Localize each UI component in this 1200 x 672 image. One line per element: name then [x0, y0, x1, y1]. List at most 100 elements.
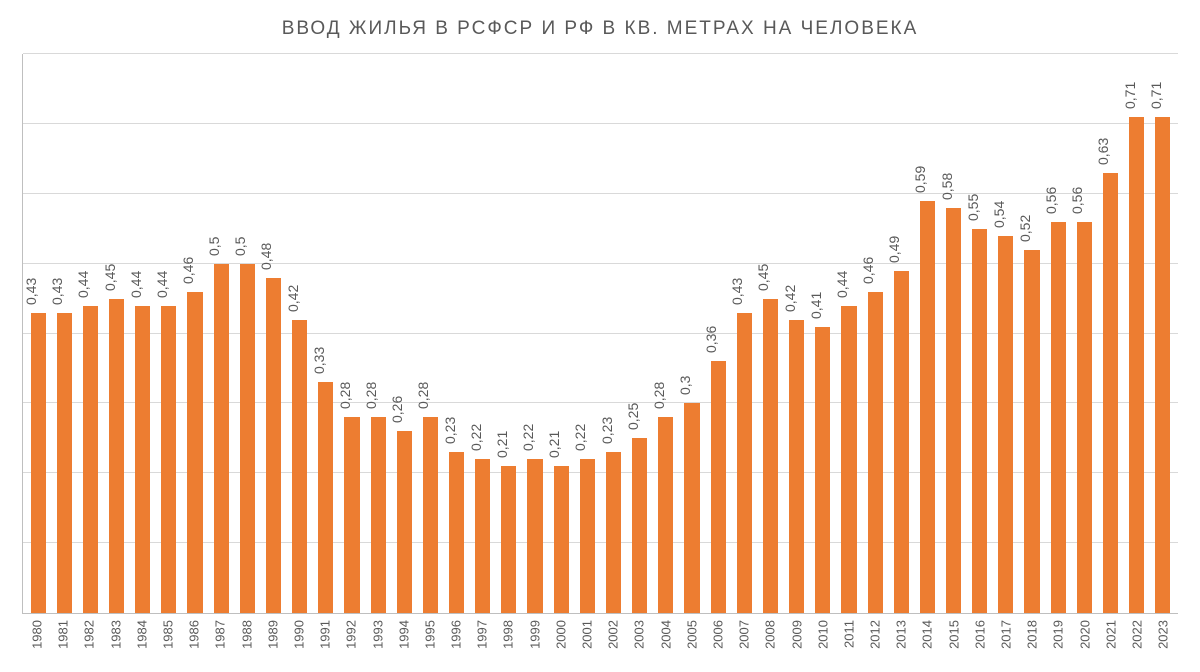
bar-value-label: 0,58: [940, 172, 954, 199]
x-axis-year: 2015: [947, 620, 960, 649]
x-axis-year: 1999: [528, 620, 541, 649]
x-axis-year: 2004: [659, 620, 672, 649]
bar: [946, 208, 961, 613]
bar: [83, 306, 98, 613]
bar-value-label: 0,45: [756, 263, 770, 290]
x-label-slot: 1981: [50, 614, 76, 672]
x-label-slot: 1999: [522, 614, 548, 672]
bar-slot: 0,42: [287, 54, 313, 613]
bar-value-label: 0,71: [1149, 82, 1163, 109]
bar: [868, 292, 883, 613]
bar-value-label: 0,28: [338, 382, 352, 409]
x-label-slot: 2019: [1045, 614, 1071, 672]
x-axis-year: 1991: [319, 620, 332, 649]
x-axis-year: 2012: [869, 620, 882, 649]
bar: [606, 452, 621, 613]
bar: [187, 292, 202, 613]
x-axis-year: 1988: [240, 620, 253, 649]
x-label-slot: 1985: [155, 614, 181, 672]
bar: [57, 313, 72, 613]
x-label-slot: 2020: [1072, 614, 1098, 672]
bar: [998, 236, 1013, 613]
x-axis-year: 1983: [109, 620, 122, 649]
chart-title: ВВОД ЖИЛЬЯ В РСФСР И РФ В КВ. МЕТРАХ НА …: [16, 0, 1184, 50]
bar: [475, 459, 490, 613]
x-label-slot: 2009: [783, 614, 809, 672]
bar-value-label: 0,22: [469, 424, 483, 451]
x-axis-year: 1995: [423, 620, 436, 649]
bar: [397, 431, 412, 613]
x-axis-year: 2017: [1000, 620, 1013, 649]
x-label-slot: 1991: [312, 614, 338, 672]
x-label-slot: 1986: [181, 614, 207, 672]
bar-value-label: 0,52: [1018, 214, 1032, 241]
x-label-slot: 1997: [469, 614, 495, 672]
x-axis-year: 1997: [476, 620, 489, 649]
bar-slot: 0,71: [1124, 54, 1150, 613]
bar-slot: 0,55: [967, 54, 993, 613]
x-axis-year: 1996: [450, 620, 463, 649]
bar-slot: 0,5: [208, 54, 234, 613]
x-label-slot: 2004: [653, 614, 679, 672]
x-label-slot: 1983: [103, 614, 129, 672]
bar-slot: 0,28: [365, 54, 391, 613]
bar-slot: 0,33: [313, 54, 339, 613]
bar: [214, 264, 229, 613]
bar-slot: 0,59: [914, 54, 940, 613]
bar: [344, 417, 359, 613]
x-label-slot: 1990: [286, 614, 312, 672]
bar-slot: 0,71: [1150, 54, 1176, 613]
x-label-slot: 2013: [888, 614, 914, 672]
x-label-slot: 2011: [836, 614, 862, 672]
bar-value-label: 0,43: [730, 277, 744, 304]
bar-value-label: 0,23: [443, 417, 457, 444]
bar: [894, 271, 909, 613]
bar: [240, 264, 255, 613]
x-axis-year: 2016: [973, 620, 986, 649]
bar-value-label: 0,36: [704, 326, 718, 353]
x-axis-year: 2008: [764, 620, 777, 649]
bar-slot: 0,43: [731, 54, 757, 613]
bar: [527, 459, 542, 613]
bar-value-label: 0,46: [181, 256, 195, 283]
x-axis-year: 2000: [554, 620, 567, 649]
bar-slot: 0,21: [496, 54, 522, 613]
x-axis-year: 1994: [397, 620, 410, 649]
bar: [658, 417, 673, 613]
bar-slot: 0,22: [522, 54, 548, 613]
x-label-slot: 2002: [600, 614, 626, 672]
bar-value-label: 0,43: [50, 277, 64, 304]
bar-value-label: 0,23: [600, 417, 614, 444]
x-label-slot: 1980: [24, 614, 50, 672]
bar: [711, 361, 726, 613]
bar-value-label: 0,43: [24, 277, 38, 304]
bar-slot: 0,63: [1097, 54, 1123, 613]
x-label-slot: 2006: [705, 614, 731, 672]
bar: [554, 466, 569, 613]
bar-value-label: 0,42: [783, 284, 797, 311]
bar: [841, 306, 856, 613]
bar-slot: 0,41: [810, 54, 836, 613]
x-label-slot: 2007: [731, 614, 757, 672]
bar-value-label: 0,48: [259, 242, 273, 269]
bar: [135, 306, 150, 613]
x-label-slot: 1992: [338, 614, 364, 672]
x-axis-year: 1982: [83, 620, 96, 649]
bar-slot: 0,3: [679, 54, 705, 613]
x-label-slot: 2012: [862, 614, 888, 672]
bar: [371, 417, 386, 613]
bar-slot: 0,5: [234, 54, 260, 613]
bar-slot: 0,21: [548, 54, 574, 613]
bar-value-label: 0,44: [835, 270, 849, 297]
bar-value-label: 0,44: [155, 270, 169, 297]
bar-slot: 0,28: [653, 54, 679, 613]
x-label-slot: 2023: [1150, 614, 1176, 672]
bar: [972, 229, 987, 613]
bar-value-label: 0,71: [1123, 82, 1137, 109]
bar-value-label: 0,63: [1096, 138, 1110, 165]
x-axis-year: 1987: [214, 620, 227, 649]
x-label-slot: 2018: [1019, 614, 1045, 672]
x-axis-year: 2018: [1026, 620, 1039, 649]
x-label-slot: 2005: [679, 614, 705, 672]
x-label-slot: 1998: [495, 614, 521, 672]
